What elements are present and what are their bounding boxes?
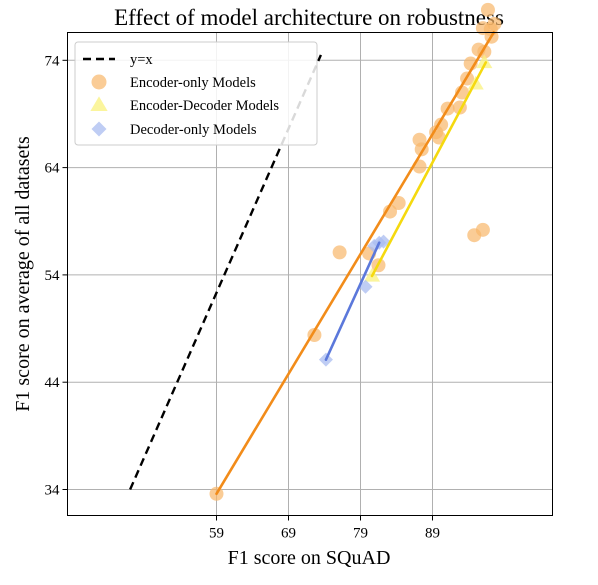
legend-entry-decoder-only-models: Decoder-only Models (130, 122, 257, 138)
data-point (480, 2, 495, 17)
fit-lines-top (215, 31, 496, 496)
x-tick-label: 79 (353, 526, 368, 542)
y-tick-label: 64 (45, 161, 61, 177)
x-tick-label: 59 (209, 526, 224, 542)
y-tick-label: 44 (45, 375, 61, 391)
data-point (487, 16, 502, 31)
y-tick-label: 54 (45, 268, 61, 284)
plot-border (67, 32, 553, 516)
x-axis-ticks: 59 69 79 89 (209, 515, 440, 542)
encoder-only-models-fit-line (215, 31, 496, 496)
y-tick-label: 34 (45, 483, 61, 499)
legend-swatch-decoder-only-models (91, 121, 107, 137)
legend-box (74, 41, 318, 146)
legend-entry-encoder-decoder-models: Encoder-Decoder Models (130, 98, 279, 114)
y-axis-label: F1 score on average of all datasets (12, 136, 34, 412)
y-tick-label: 74 (45, 53, 61, 69)
x-tick-label: 89 (425, 526, 440, 542)
data-point (476, 54, 493, 69)
legend: y=x Encoder-only Models Encoder-Decoder Mo… (74, 41, 318, 146)
legend-entry-encoder-only-models: Encoder-only Models (130, 75, 256, 91)
legend-swatch-encoder-decoder-models (90, 96, 108, 112)
x-tick-label: 69 (281, 526, 296, 542)
data-point (383, 204, 398, 219)
data-point (332, 245, 347, 260)
data-point (412, 132, 427, 147)
y-axis-ticks: 34 44 54 64 74 (45, 53, 68, 499)
legend-swatch-encoder-only-models (91, 74, 107, 90)
data-point (391, 196, 406, 211)
data-point (475, 222, 490, 237)
encoder-decoder-models-fit-line (370, 61, 488, 278)
decoder-only-models-fit-line (324, 241, 381, 361)
legend-entry-reference: y=x (130, 52, 153, 68)
x-axis-label: F1 score on SQuAD (228, 547, 391, 569)
chart-title: Effect of model architecture on robustne… (114, 5, 504, 30)
